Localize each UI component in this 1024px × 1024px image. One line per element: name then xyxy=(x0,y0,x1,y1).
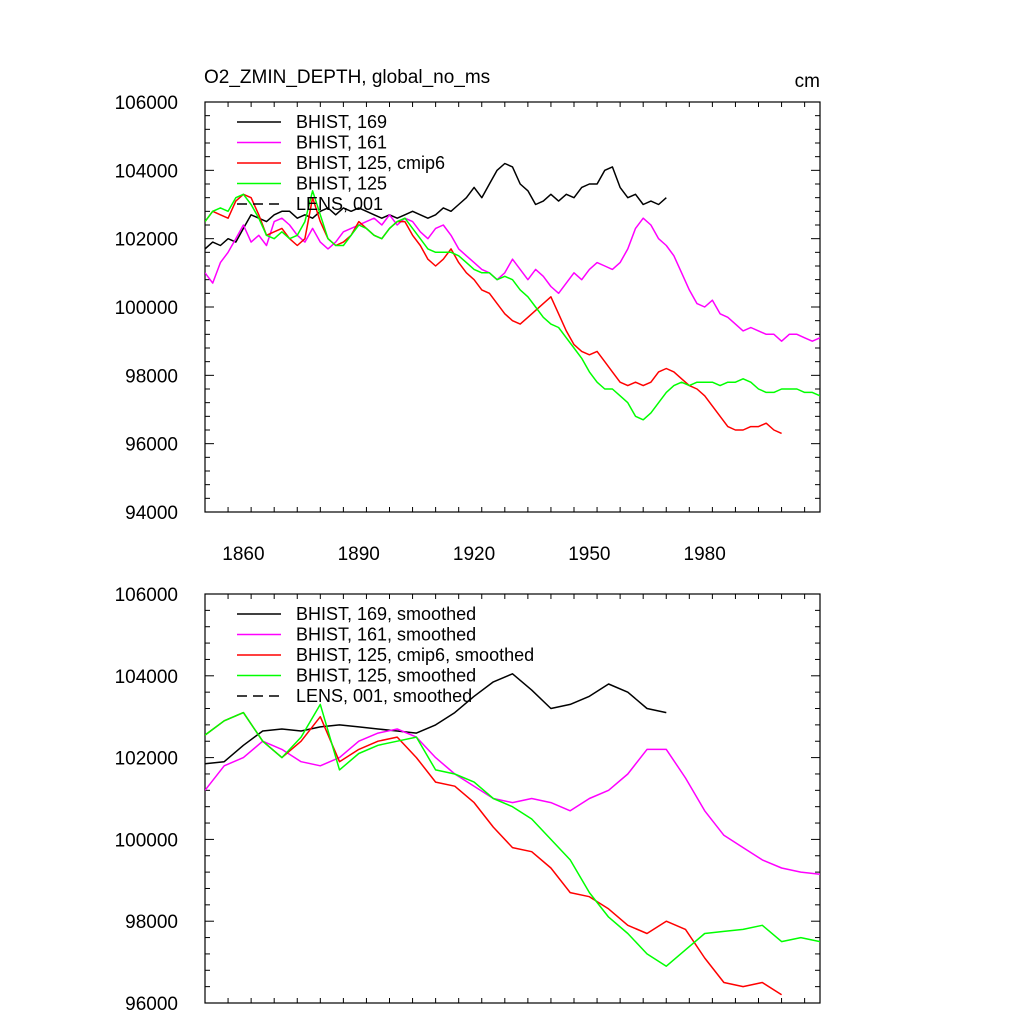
legend-label-3: BHIST, 125 xyxy=(296,174,387,194)
y-tick-label: 100000 xyxy=(115,298,178,319)
y-tick-label: 102000 xyxy=(115,749,178,770)
y-tick-label: 96000 xyxy=(125,994,178,1015)
y-tick-label: 106000 xyxy=(115,93,178,114)
legend-label-2: BHIST, 125, cmip6 xyxy=(296,153,445,173)
legend-label-0: BHIST, 169 xyxy=(296,112,387,132)
legend-label-2: BHIST, 125, cmip6, smoothed xyxy=(296,645,534,665)
x-tick-label: 1920 xyxy=(453,544,495,565)
legend-label-1: BHIST, 161, smoothed xyxy=(296,625,476,645)
y-tick-label: 104000 xyxy=(115,667,178,688)
y-tick-label: 94000 xyxy=(125,503,178,524)
x-tick-label: 1980 xyxy=(684,544,726,565)
series-line-3 xyxy=(205,190,820,421)
x-tick-label: 1890 xyxy=(338,544,380,565)
top-panel: 94000 96000 98000 100000 102000 104000 106000 1… xyxy=(115,93,821,565)
units-label: cm xyxy=(795,71,820,92)
series-line-2 xyxy=(205,193,782,435)
plot-frame xyxy=(204,593,821,1004)
legend-label-4: LENS, 001, smoothed xyxy=(296,686,472,706)
y-tick-label: 98000 xyxy=(125,366,178,387)
y-tick-label: 100000 xyxy=(115,830,178,851)
y-tick-label: 106000 xyxy=(115,585,178,606)
legend-label-1: BHIST, 161 xyxy=(296,133,387,153)
series-line-2 xyxy=(205,711,783,996)
series-line-1 xyxy=(205,214,820,342)
y-tick-label: 102000 xyxy=(115,230,178,251)
bottom-panel: 96000 98000 100000 102000 104000 106000 BHIST,… xyxy=(115,585,821,1015)
series-line-1 xyxy=(205,728,820,875)
legend-label-3: BHIST, 125, smoothed xyxy=(296,666,476,686)
legend-label-4: LENS, 001 xyxy=(296,194,383,214)
x-tick-label: 1950 xyxy=(568,544,610,565)
x-tick-label: 1860 xyxy=(222,544,264,565)
y-tick-label: 98000 xyxy=(125,912,178,933)
series-line-3 xyxy=(205,703,820,967)
legend-label-0: BHIST, 169, smoothed xyxy=(296,604,476,624)
y-tick-label: 104000 xyxy=(115,161,178,182)
y-tick-label: 96000 xyxy=(125,435,178,456)
series-line-0 xyxy=(205,673,667,765)
chart-title: O2_ZMIN_DEPTH, global_no_ms xyxy=(204,67,490,88)
series-line-0 xyxy=(205,162,667,250)
